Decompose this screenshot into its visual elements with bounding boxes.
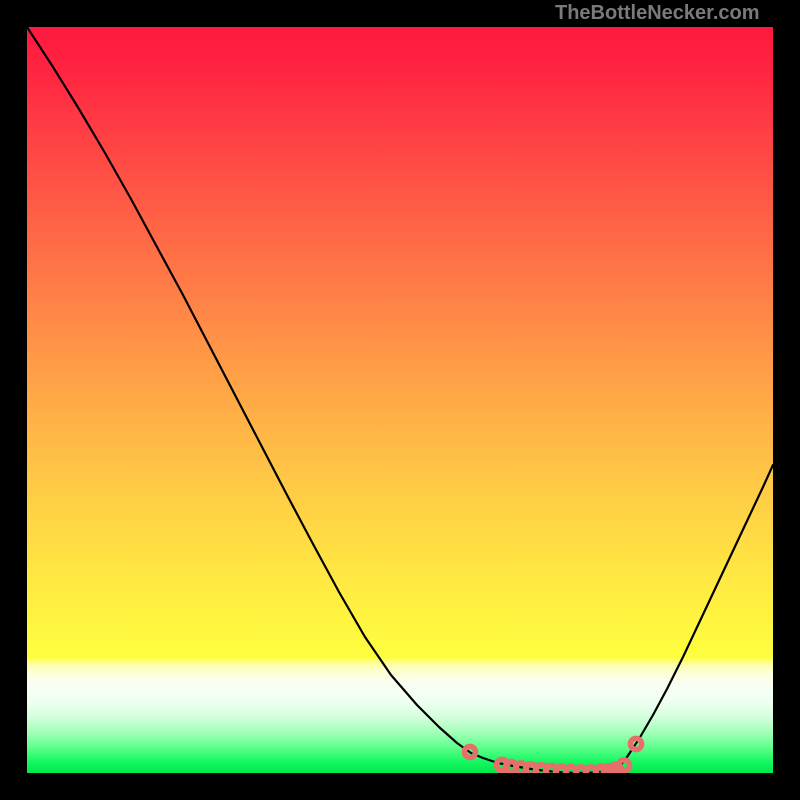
gradient-background (27, 27, 773, 773)
plot-area (27, 27, 773, 773)
stage: TheBottleNecker.com (0, 0, 800, 800)
watermark: TheBottleNecker.com (555, 2, 760, 25)
chart-svg (27, 27, 773, 773)
